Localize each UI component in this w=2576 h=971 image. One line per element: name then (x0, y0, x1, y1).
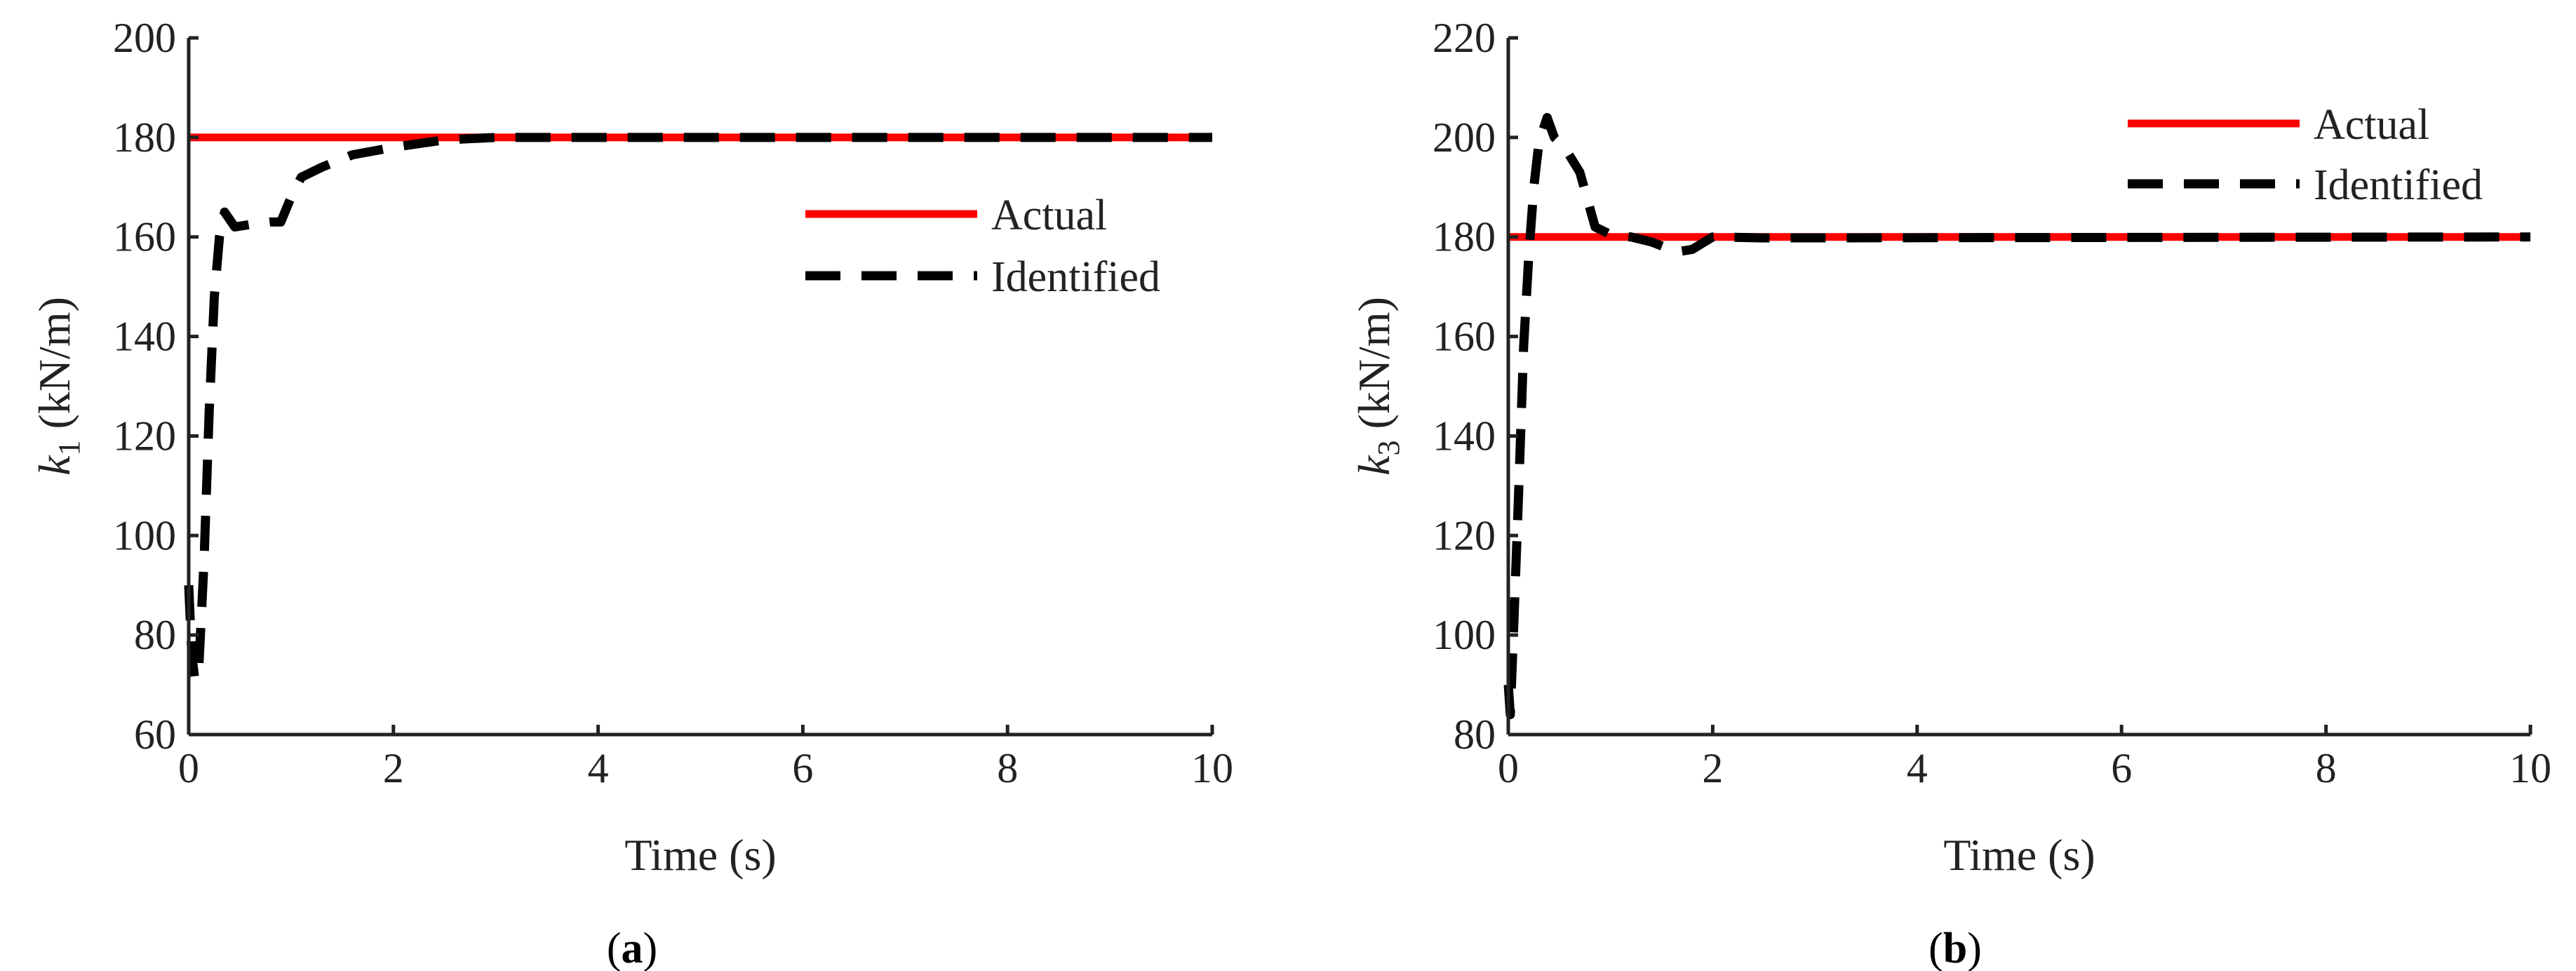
panel-letter: a (622, 925, 643, 971)
x-tick-label: 2 (1702, 745, 1723, 791)
y-tick-label: 160 (113, 214, 176, 260)
y-tick-label: 100 (113, 512, 176, 558)
y-tick-label: 200 (1433, 114, 1496, 161)
y-tick-label: 100 (1433, 612, 1496, 658)
y-axis-label: k3 (kN/m) (1349, 297, 1406, 476)
y-tick-label: 180 (113, 114, 176, 161)
panel-label: (a) (607, 925, 657, 971)
y-tick-label: 220 (1433, 15, 1496, 61)
series-line-identified (184, 133, 1212, 685)
x-tick-label: 8 (2316, 745, 2337, 791)
y-label-variable: k (1349, 455, 1399, 476)
legend-label-identified: Identified (2314, 161, 2483, 209)
panel-paren-open: ( (1928, 925, 1943, 971)
x-tick-label: 6 (2111, 745, 2132, 791)
y-tick-label: 120 (113, 413, 176, 459)
x-axis-label: Time (s) (1943, 830, 2095, 880)
chart-panel-a: 0 2 4 6 8 10 60 80 100 120 140 160 180 200 Time (s) k1 … (29, 15, 1233, 971)
y-tick-label: 140 (1433, 413, 1496, 459)
legend-label-actual: Actual (2314, 101, 2429, 149)
y-label-variable: k (29, 455, 79, 476)
y-axis-label: k1 (kN/m) (29, 297, 86, 476)
legend-label-identified: Identified (991, 253, 1160, 301)
y-tick-label: 180 (1433, 214, 1496, 260)
y-label-subscript: 1 (52, 441, 86, 456)
y-label-unit: (kN/m) (1349, 297, 1399, 440)
panel-paren-close: ) (643, 925, 658, 971)
panel-paren-open: ( (607, 925, 622, 971)
panel-letter: b (1943, 925, 1967, 971)
series-line-identified (1503, 113, 2531, 720)
x-tick-label: 0 (178, 745, 199, 791)
y-label-subscript: 3 (1371, 441, 1406, 456)
x-tick-label: 10 (2509, 745, 2551, 791)
y-tick-label: 140 (113, 314, 176, 360)
y-label-unit: (kN/m) (29, 297, 79, 440)
y-tick-label: 60 (134, 711, 176, 758)
x-tick-label: 2 (383, 745, 404, 791)
chart-panel-b: 0 2 4 6 8 10 80 100 120 140 160 180 200 220 Time (s) k3… (1349, 15, 2551, 971)
x-axis-label: Time (s) (624, 830, 776, 880)
y-tick-label: 80 (1454, 711, 1496, 758)
y-tick-label: 160 (1433, 314, 1496, 360)
x-tick-label: 6 (792, 745, 813, 791)
y-tick-label: 120 (1433, 512, 1496, 558)
panel-paren-close: ) (1967, 925, 1982, 971)
y-tick-label: 80 (134, 612, 176, 658)
x-tick-label: 4 (588, 745, 609, 791)
x-tick-label: 0 (1498, 745, 1519, 791)
y-tick-label: 200 (113, 15, 176, 61)
x-tick-label: 4 (1907, 745, 1928, 791)
x-tick-label: 10 (1191, 745, 1233, 791)
panel-label: (b) (1928, 925, 1982, 971)
legend-label-actual: Actual (991, 192, 1107, 239)
x-tick-label: 8 (997, 745, 1018, 791)
